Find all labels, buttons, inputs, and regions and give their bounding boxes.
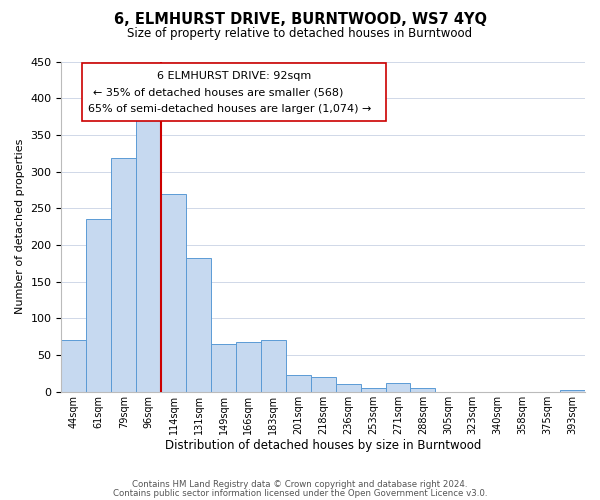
- Text: Contains public sector information licensed under the Open Government Licence v3: Contains public sector information licen…: [113, 489, 487, 498]
- Text: ← 35% of detached houses are smaller (568): ← 35% of detached houses are smaller (56…: [93, 88, 343, 98]
- X-axis label: Distribution of detached houses by size in Burntwood: Distribution of detached houses by size …: [165, 440, 481, 452]
- Bar: [61, 340, 86, 392]
- Text: Size of property relative to detached houses in Burntwood: Size of property relative to detached ho…: [127, 28, 473, 40]
- Text: 6 ELMHURST DRIVE: 92sqm: 6 ELMHURST DRIVE: 92sqm: [157, 72, 311, 82]
- Text: 6, ELMHURST DRIVE, BURNTWOOD, WS7 4YQ: 6, ELMHURST DRIVE, BURNTWOOD, WS7 4YQ: [113, 12, 487, 28]
- Text: 65% of semi-detached houses are larger (1,074) →: 65% of semi-detached houses are larger (…: [88, 104, 371, 115]
- Text: Contains HM Land Registry data © Crown copyright and database right 2024.: Contains HM Land Registry data © Crown c…: [132, 480, 468, 489]
- Bar: [161, 194, 186, 392]
- Bar: [410, 388, 436, 392]
- Bar: [386, 383, 410, 392]
- Bar: [186, 258, 211, 392]
- Bar: [335, 384, 361, 392]
- Bar: [211, 344, 236, 392]
- Bar: [86, 220, 111, 392]
- Bar: [261, 340, 286, 392]
- Bar: [361, 388, 386, 392]
- Y-axis label: Number of detached properties: Number of detached properties: [15, 139, 25, 314]
- FancyBboxPatch shape: [82, 63, 386, 121]
- Bar: [236, 342, 261, 392]
- Bar: [560, 390, 585, 392]
- Bar: [111, 158, 136, 392]
- Bar: [286, 375, 311, 392]
- Bar: [311, 377, 335, 392]
- Bar: [136, 120, 161, 392]
